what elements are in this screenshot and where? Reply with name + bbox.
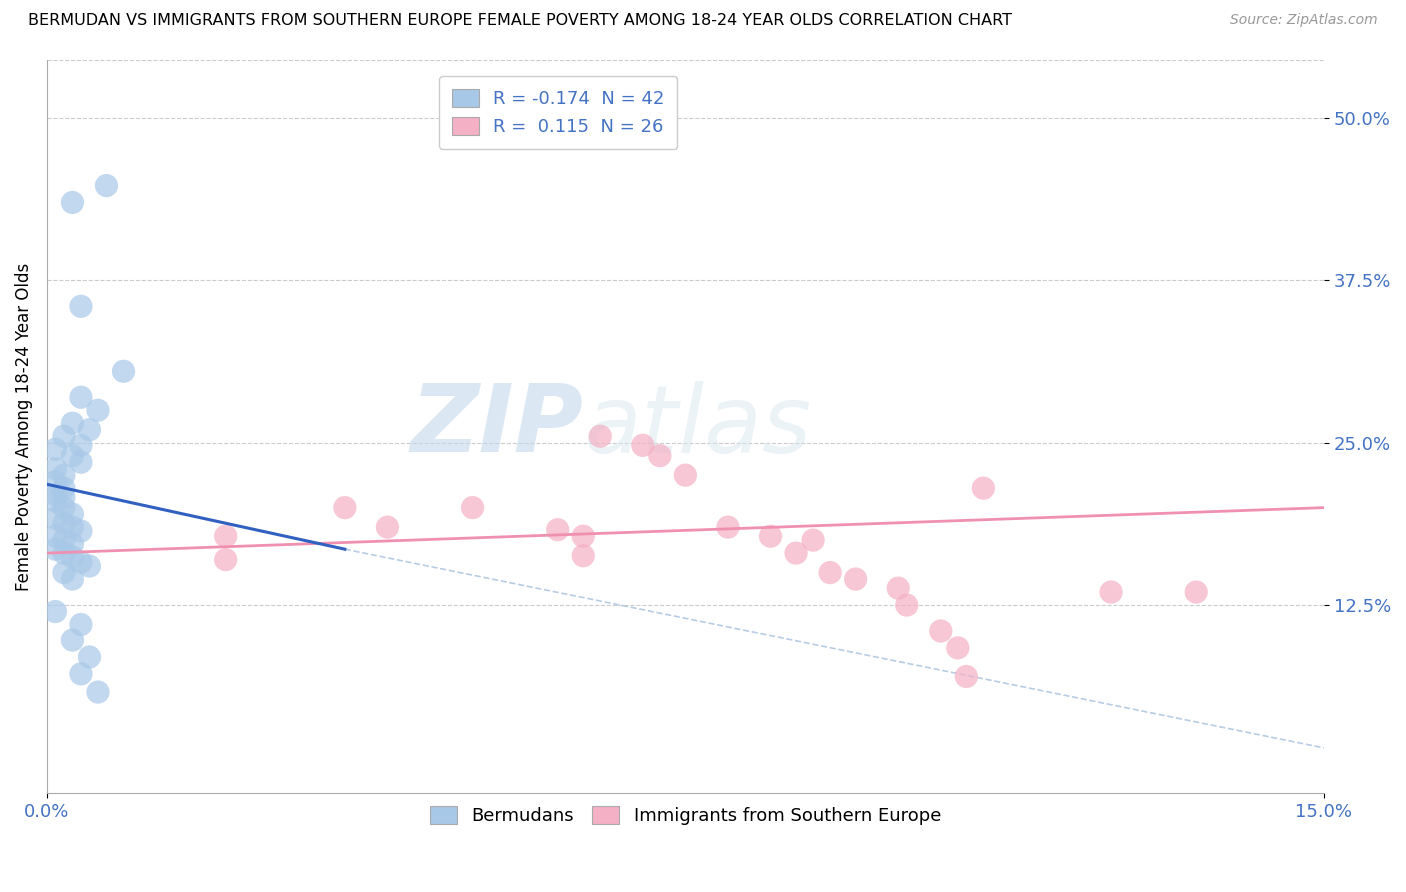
Point [44, 442, 66, 457]
Point [589, 429, 612, 443]
Point [70, 390, 93, 404]
Point [845, 572, 868, 586]
Point [946, 640, 969, 655]
Point [87, 403, 110, 417]
Point [631, 438, 654, 452]
Point [79, 650, 101, 665]
Point [972, 481, 994, 495]
Point [70, 524, 93, 538]
Point [87, 685, 110, 699]
Point [52, 481, 75, 495]
Point [52, 516, 75, 531]
Point [44, 542, 66, 557]
Point [52, 429, 75, 443]
Point [572, 549, 595, 563]
Point [52, 566, 75, 580]
Point [44, 605, 66, 619]
Point [79, 559, 101, 574]
Point [1185, 585, 1208, 599]
Point [62, 572, 84, 586]
Point [62, 633, 84, 648]
Point [112, 364, 135, 378]
Text: BERMUDAN VS IMMIGRANTS FROM SOUTHERN EUROPE FEMALE POVERTY AMONG 18-24 YEAR OLDS: BERMUDAN VS IMMIGRANTS FROM SOUTHERN EUR… [28, 13, 1012, 29]
Point [62, 520, 84, 534]
Point [547, 523, 569, 537]
Point [896, 598, 918, 612]
Point [44, 488, 66, 502]
Point [79, 423, 101, 437]
Point [62, 537, 84, 551]
Point [44, 494, 66, 508]
Point [717, 520, 740, 534]
Point [62, 416, 84, 430]
Point [44, 461, 66, 475]
Text: ZIP: ZIP [411, 381, 583, 473]
Point [648, 449, 671, 463]
Point [1099, 585, 1122, 599]
Text: atlas: atlas [583, 381, 811, 472]
Point [52, 490, 75, 504]
Point [70, 555, 93, 569]
Point [801, 533, 824, 548]
Point [44, 511, 66, 525]
Text: Source: ZipAtlas.com: Source: ZipAtlas.com [1230, 13, 1378, 28]
Point [377, 520, 399, 534]
Point [70, 455, 93, 469]
Point [759, 529, 782, 543]
Point [70, 666, 93, 681]
Point [52, 500, 75, 515]
Point [955, 669, 977, 683]
Point [929, 624, 952, 638]
Point [44, 475, 66, 489]
Y-axis label: Female Poverty Among 18-24 Year Olds: Female Poverty Among 18-24 Year Olds [15, 262, 32, 591]
Point [62, 195, 84, 210]
Point [572, 529, 595, 543]
Point [62, 507, 84, 521]
Point [887, 581, 910, 595]
Point [96, 178, 118, 193]
Legend: Bermudans, Immigrants from Southern Europe: Bermudans, Immigrants from Southern Euro… [419, 795, 952, 836]
Point [70, 299, 93, 313]
Point [62, 449, 84, 463]
Point [215, 529, 238, 543]
Point [52, 546, 75, 560]
Point [215, 552, 238, 566]
Point [785, 546, 807, 560]
Point [70, 617, 93, 632]
Point [70, 438, 93, 452]
Point [818, 566, 841, 580]
Point [461, 500, 484, 515]
Point [673, 468, 696, 483]
Point [62, 549, 84, 564]
Point [52, 533, 75, 548]
Point [333, 500, 356, 515]
Point [52, 468, 75, 483]
Point [44, 529, 66, 543]
